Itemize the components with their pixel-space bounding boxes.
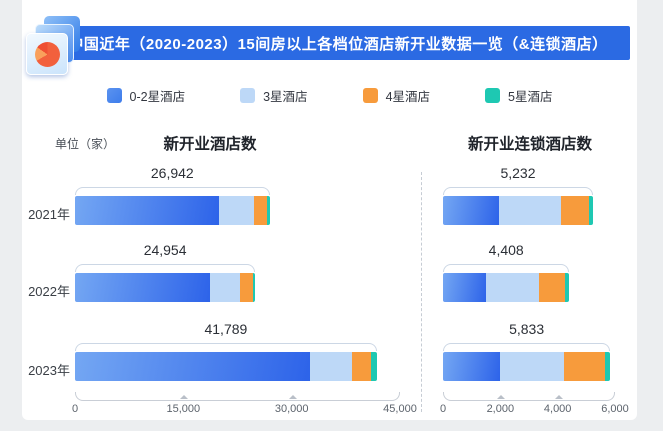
axis-tick-mark [180,395,189,399]
legend-item: 5星酒店 [485,86,552,105]
bar-segment-0-2星酒店 [443,196,499,225]
axis-tick-label: 45,000 [383,403,417,415]
legend-item: 3星酒店 [240,86,308,105]
chart-new-chain-hotels: 5,232 4,408 5,833 0 2,000 4,000 6,000 [439,165,629,420]
stacked-bar [75,273,256,302]
stacked-bar [75,196,270,225]
axis-tick-label: 2,000 [486,403,515,415]
stacked-bar [75,352,377,381]
year-label: 2023年 [28,363,70,378]
bar-total-label: 4,408 [488,242,524,258]
year-label: 2022年 [28,284,70,299]
axis-bracket [443,392,615,401]
axis-bracket [75,392,400,401]
legend: 0-2星酒店 3星酒店 4星酒店 5星酒店 [22,85,637,105]
year-label: 2021年 [28,207,70,222]
bar-top-bracket [443,187,593,195]
legend-label: 3星酒店 [263,89,308,104]
chart-logo-icon [24,14,90,80]
title-banner: 中国近年（2020-2023）15间房以上各档位酒店新开业数据一览（&连锁酒店） [46,26,630,60]
legend-swatch-icon [485,87,501,103]
bar-segment-0-2星酒店 [75,196,219,225]
bar-segment-0-2星酒店 [75,273,211,302]
bar-segment-4星酒店 [254,196,268,225]
axis-tick-label: 0 [71,403,79,415]
bar-segment-5星酒店 [267,196,270,225]
unit-label: 单位（家） [55,137,116,151]
stacked-bar [443,196,593,225]
bar-segment-3星酒店 [499,352,565,381]
bar-total-label: 5,833 [509,321,545,337]
legend-item: 4星酒店 [362,86,431,105]
bar-segment-4星酒店 [352,352,372,381]
bar-segment-5星酒店 [588,196,593,225]
axis-tick-label: 30,000 [274,403,309,415]
logo-front-panel [26,33,68,75]
legend-swatch-icon [240,87,256,103]
legend-swatch-icon [106,87,122,103]
bar-top-bracket [75,187,270,195]
bar-segment-5星酒店 [253,273,256,302]
bar-segment-4星酒店 [564,352,605,381]
bar-segment-0-2星酒店 [443,273,486,302]
axis-tick-mark [288,395,297,399]
bar-total-label: 24,954 [143,242,187,258]
legend-label: 4星酒店 [385,89,431,104]
legend-swatch-icon [362,87,378,103]
bar-top-bracket [443,343,611,351]
axis-tick-mark [497,395,506,399]
axis-tick-mark [554,395,563,399]
bar-segment-3星酒店 [218,196,255,225]
axis-tick-label: 15,000 [166,403,201,415]
bar-top-bracket [75,343,377,351]
bar-top-bracket [75,264,256,272]
bar-segment-3星酒店 [210,273,241,302]
bar-segment-4星酒店 [539,273,565,302]
bar-segment-3星酒店 [309,352,353,381]
bar-segment-3星酒店 [498,196,562,225]
bar-segment-5星酒店 [371,352,377,381]
bar-segment-0-2星酒店 [443,352,500,381]
stacked-bar [443,352,611,381]
pie-chart-icon [34,41,60,67]
bar-top-bracket [443,264,570,272]
left-chart-title: 新开业酒店数 [163,136,257,153]
page-title: 中国近年（2020-2023）15间房以上各档位酒店新开业数据一览（&连锁酒店） [68,35,608,53]
axis-tick-label: 0 [439,403,447,415]
axis-tick-label: 6,000 [601,403,629,415]
bar-total-label: 26,942 [150,165,194,181]
chart-new-hotels: 26,942 24,954 41,789 0 15,000 30,000 45,000 [71,165,417,420]
legend-label: 0-2星酒店 [129,89,186,104]
bar-segment-4星酒店 [561,196,589,225]
bar-segment-5星酒店 [604,352,611,381]
right-chart-title: 新开业连锁酒店数 [467,136,592,153]
legend-item: 0-2星酒店 [106,86,186,105]
bar-total-label: 41,789 [204,321,248,337]
divider-dashed-line [421,172,422,412]
bar-segment-4星酒店 [240,273,254,302]
stacked-bar [443,273,570,302]
axis-tick-label: 4,000 [543,403,572,415]
bar-segment-0-2星酒店 [75,352,310,381]
bar-segment-5星酒店 [564,273,570,302]
bar-segment-3星酒店 [486,273,540,302]
legend-label: 5星酒店 [508,89,553,104]
bar-total-label: 5,232 [500,165,536,181]
